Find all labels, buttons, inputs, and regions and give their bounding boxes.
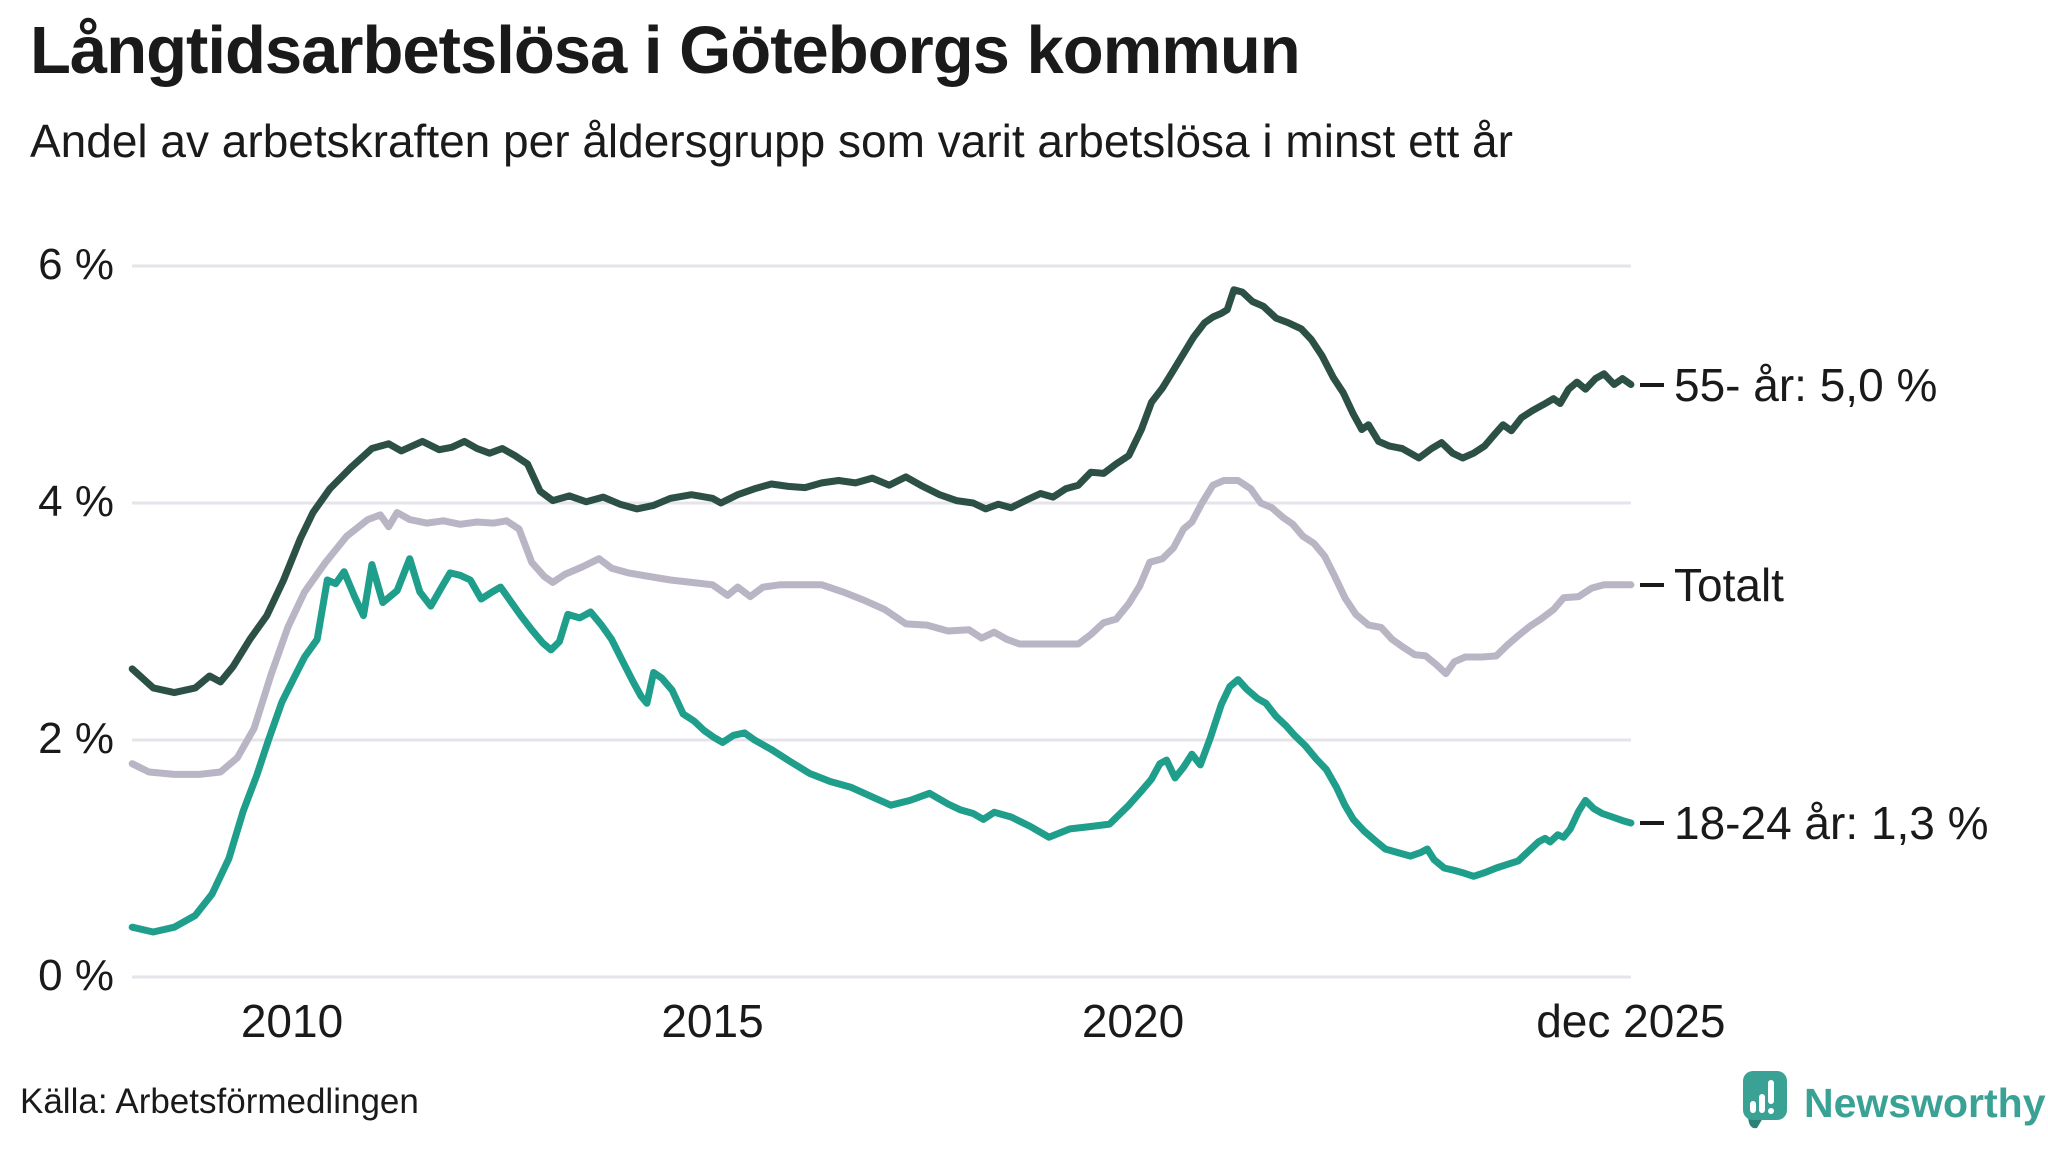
y-tick-label-6: 6 % xyxy=(38,240,114,289)
x-tick-label-dec-2025: dec 2025 xyxy=(1536,995,1726,1047)
newsworthy-wordmark: Newsworthy xyxy=(1804,1079,2046,1126)
logo-exclamation-bar xyxy=(1768,1080,1774,1104)
y-tick-label-0: 0 % xyxy=(38,951,114,1000)
x-tick-label-2020: 2020 xyxy=(1081,995,1185,1047)
x-tick-label-2015: 2015 xyxy=(661,995,764,1047)
logo-exclamation-dot xyxy=(1768,1108,1774,1114)
series-line-18-24 xyxy=(128,555,1635,936)
logo-bar-1 xyxy=(1750,1101,1756,1113)
page-title: Långtidsarbetslösa i Göteborgs kommun xyxy=(30,13,1301,88)
series-label-dash-18-24 xyxy=(1640,820,1664,825)
series-line-55 xyxy=(128,286,1635,697)
x-tick-label-2010: 2010 xyxy=(240,995,344,1047)
newsworthy-logo-icon xyxy=(1743,1071,1787,1129)
newsworthy-logo: Newsworthy xyxy=(1740,1068,2046,1138)
series-line-total xyxy=(128,477,1635,778)
logo-bubble xyxy=(1743,1071,1787,1120)
y-tick-label-4: 4 % xyxy=(38,477,114,526)
y-tick-label-2: 2 % xyxy=(38,714,114,763)
logo-bar-2 xyxy=(1759,1094,1765,1113)
series-end-label-total: Totalt xyxy=(1674,558,1784,611)
series-paths xyxy=(128,286,1635,936)
series-end-label-18-24: 18-24 år: 1,3 % xyxy=(1674,796,1989,849)
page-subtitle: Andel av arbetskraften per åldersgrupp s… xyxy=(30,115,1513,167)
series-end-label-55: 55- år: 5,0 % xyxy=(1674,358,1938,411)
series-label-dash-total xyxy=(1640,582,1664,587)
source-note: Källa: Arbetsförmedlingen xyxy=(20,1082,419,1121)
series-label-dash-55 xyxy=(1640,382,1664,387)
gridlines xyxy=(132,264,1631,979)
